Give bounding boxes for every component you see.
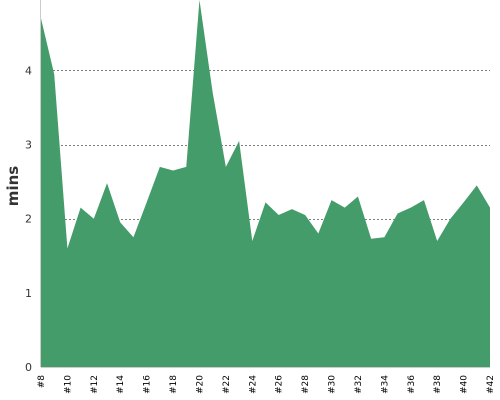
y-axis-label: mins — [4, 166, 22, 206]
x-tick-label: #24 — [248, 375, 258, 394]
y-tick-label: 0 — [25, 361, 32, 374]
x-tick-label: #10 — [63, 375, 73, 394]
x-tick-label: #18 — [169, 375, 179, 394]
x-tick-labels: #8 #10 #12 #14 #16 #18 #20 #22 #24 #26 #28 #30 #32 #3… — [37, 375, 496, 394]
x-tick-label: #8 — [37, 375, 47, 389]
y-tick-label: 2 — [25, 213, 32, 226]
axes — [40, 0, 490, 368]
x-tick-label: #38 — [433, 375, 443, 394]
x-tick-label: #32 — [354, 375, 364, 394]
x-tick-label: #28 — [301, 375, 311, 394]
area-fill — [41, 0, 490, 367]
x-tick-label: #40 — [460, 375, 470, 394]
area-series — [41, 0, 490, 367]
y-tick-label: 4 — [25, 64, 32, 77]
y-tick-label: 1 — [25, 287, 32, 300]
x-tick-label: #30 — [328, 375, 338, 394]
x-tick-label: #20 — [195, 375, 205, 394]
x-tick-label: #36 — [407, 375, 417, 394]
x-tick-label: #14 — [116, 375, 126, 394]
x-tick-label: #16 — [143, 375, 153, 394]
x-tick-label: #26 — [275, 375, 285, 394]
x-tick-label: #34 — [380, 375, 390, 394]
y-tick-labels: 0 1 2 3 4 — [25, 64, 32, 374]
x-tick-label: #12 — [90, 375, 100, 394]
x-tick-label: #42 — [486, 375, 496, 394]
y-tick-label: 3 — [25, 139, 32, 152]
x-tick-label: #22 — [222, 375, 232, 394]
